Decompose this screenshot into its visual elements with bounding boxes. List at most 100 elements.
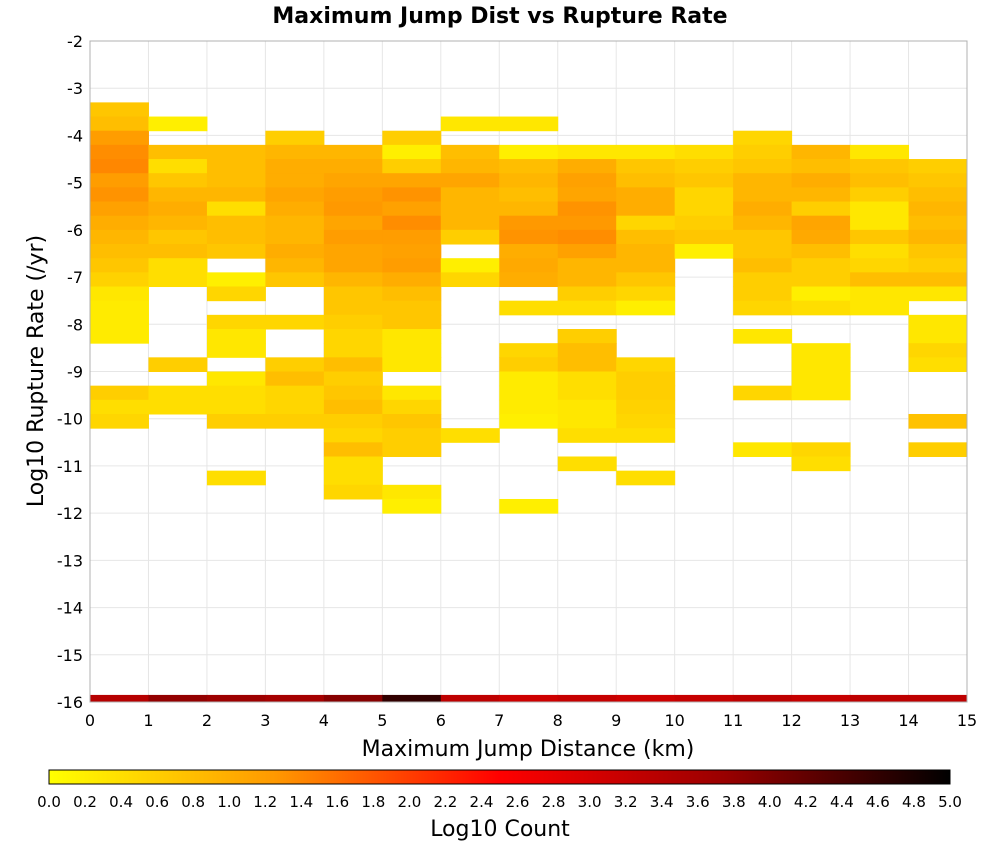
heatmap-cell (791, 385, 851, 401)
heatmap-cell (908, 357, 968, 372)
heatmap-cell (323, 357, 383, 372)
heatmap-cell (616, 144, 676, 160)
x-tick-label: 5 (377, 711, 387, 730)
colorbar-tick-label: 0.6 (145, 793, 169, 811)
heatmap-cell (616, 357, 676, 372)
y-tick-label: -7 (67, 268, 83, 287)
y-tick-label: -3 (67, 79, 83, 98)
heatmap-cell (791, 144, 851, 160)
colorbar-tick-labels: 0.0 0.2 0.4 0.6 0.8 1.0 1.2 1.4 1.6 1.8 2.0 2.2 2.4 2… (37, 793, 962, 811)
heatmap-cell (382, 343, 442, 358)
heatmap-cell (674, 215, 734, 231)
heatmap-cell (148, 187, 208, 203)
heatmap-cell (557, 173, 617, 188)
heatmap-cell (323, 442, 383, 457)
heatmap-cell-bottom-row (265, 694, 325, 702)
heatmap-cell (382, 300, 442, 316)
heatmap-cell (557, 144, 617, 160)
heatmap-cell (499, 201, 559, 217)
heatmap-cell (323, 428, 383, 443)
heatmap-cell (148, 399, 208, 415)
heatmap-cell (616, 201, 676, 217)
heatmap-cell (791, 442, 851, 457)
heatmap-cell (323, 272, 383, 288)
x-tick-label: 6 (436, 711, 446, 730)
heatmap-cell (908, 244, 968, 259)
heatmap-cell (148, 385, 208, 401)
heatmap-cell (616, 470, 676, 486)
heatmap-cell-bottom-row (499, 694, 559, 702)
heatmap-cell (791, 173, 851, 188)
heatmap-cell (148, 215, 208, 231)
heatmap-cell (206, 371, 266, 387)
heatmap-cell (616, 159, 676, 174)
heatmap-cell (850, 144, 910, 160)
heatmap-cell (265, 399, 325, 415)
heatmap-cell (616, 272, 676, 288)
heatmap-cell (90, 116, 149, 132)
heatmap-cell (908, 159, 968, 174)
heatmap-cell (206, 144, 266, 160)
y-tick-label: -2 (67, 32, 83, 51)
heatmap-cell (206, 229, 266, 245)
heatmap-cell (908, 215, 968, 231)
heatmap-cell (908, 173, 968, 188)
heatmap-cell (265, 258, 325, 273)
heatmap-cell (791, 300, 851, 316)
heatmap-cell (791, 201, 851, 217)
heatmap-cell (733, 229, 793, 245)
heatmap-cell (90, 399, 149, 415)
colorbar-tick-label: 2.4 (470, 793, 494, 811)
heatmap-cell (148, 144, 208, 160)
heatmap-cell (499, 272, 559, 288)
heatmap-cell (382, 201, 442, 217)
heatmap-cell (206, 286, 266, 302)
heatmap-cell (206, 187, 266, 203)
heatmap-cell (557, 413, 617, 429)
heatmap-cell (90, 229, 149, 245)
heatmap-cell (850, 286, 910, 302)
heatmap-cell (206, 399, 266, 415)
heatmap-cell (265, 215, 325, 231)
heatmap-cell (791, 258, 851, 273)
heatmap-cell (557, 343, 617, 358)
heatmap-cell (382, 484, 442, 500)
heatmap-cell (616, 385, 676, 401)
heatmap-cell (265, 201, 325, 217)
x-tick-label: 8 (553, 711, 563, 730)
colorbar (48, 769, 951, 785)
heatmap-cell (791, 357, 851, 372)
heatmap-cell-bottom-row (908, 694, 968, 702)
heatmap-cell (206, 385, 266, 401)
heatmap-cell (90, 130, 149, 146)
heatmap-cell (616, 300, 676, 316)
heatmap-cell (791, 159, 851, 174)
heatmap-cell (733, 159, 793, 174)
heatmap-cell (382, 286, 442, 302)
heatmap-cell-bottom-row (206, 694, 266, 702)
colorbar-tick-label: 3.6 (686, 793, 710, 811)
heatmap-cell (557, 385, 617, 401)
heatmap-cell (265, 229, 325, 245)
y-tick-label: -12 (57, 504, 83, 523)
heatmap-cell-bottom-row (616, 694, 676, 702)
heatmap-cell (733, 187, 793, 203)
heatmap-cell-bottom-row (557, 694, 617, 702)
x-tick-labels: 0 1 2 3 4 5 6 7 8 9 10 11 12 13 14 15 (85, 711, 977, 730)
heatmap-cell (850, 187, 910, 203)
heatmap-cell (206, 413, 266, 429)
heatmap-cell (908, 272, 968, 288)
x-tick-label: 1 (143, 711, 153, 730)
heatmap-cell (382, 329, 442, 344)
heatmap-cell (440, 229, 500, 245)
heatmap-cell (557, 187, 617, 203)
y-tick-label: -11 (57, 457, 83, 476)
heatmap-cell (90, 272, 149, 288)
heatmap-cell (206, 244, 266, 259)
heatmap-cell (499, 144, 559, 160)
colorbar-tick-label: 4.8 (902, 793, 926, 811)
heatmap-cell (616, 244, 676, 259)
heatmap-cell (616, 371, 676, 387)
colorbar-tick-label: 3.0 (578, 793, 602, 811)
heatmap-cell (499, 371, 559, 387)
